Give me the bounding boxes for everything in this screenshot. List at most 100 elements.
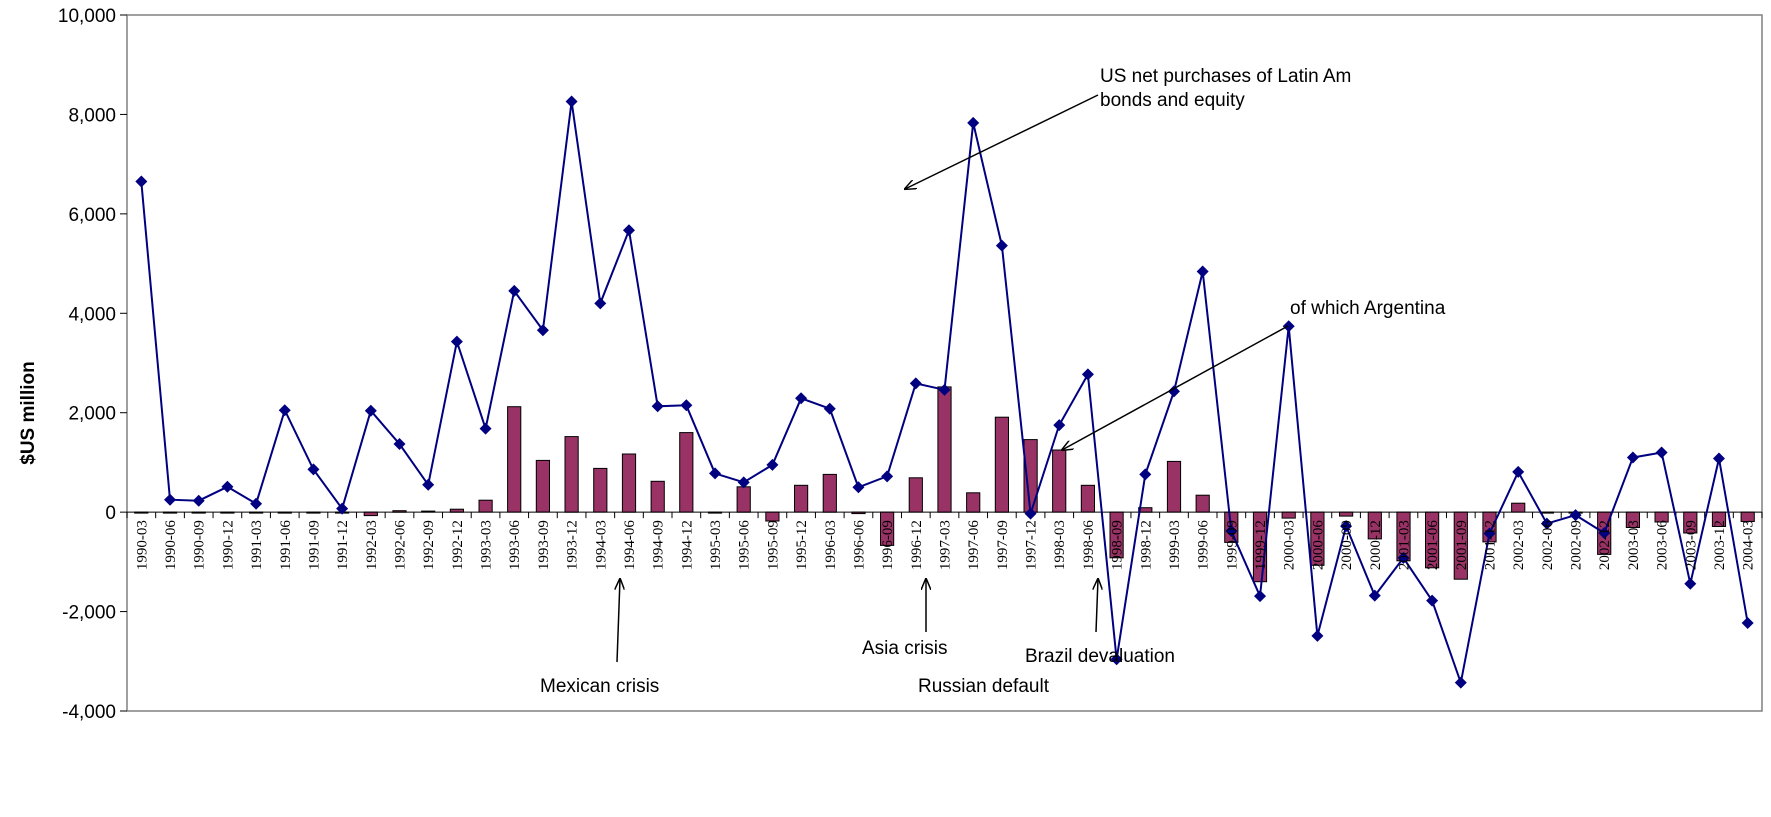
x-tick-label: 1990-09 (192, 520, 208, 570)
bar-1997-03 (937, 386, 952, 513)
bar-1996-12 (908, 477, 923, 513)
point-1991-09 (307, 463, 320, 476)
point-2002-12 (1598, 527, 1611, 540)
x-tick-label: 1991-06 (278, 520, 294, 570)
point-2002-03 (1512, 465, 1525, 478)
x-tick-label: 1994-12 (679, 520, 695, 570)
bar-1998-06 (1080, 484, 1096, 513)
x-tick-label: 1990-06 (163, 520, 179, 570)
annotation-text: bonds and equity (1100, 90, 1245, 111)
bar-2000-09 (1339, 511, 1354, 517)
bar-1996-03 (822, 473, 837, 513)
x-tick-label: 1991-12 (335, 520, 351, 570)
y-tick-label: -4,000 (62, 702, 116, 723)
x-tick-label: 1990-12 (220, 520, 236, 570)
point-1995-03 (709, 467, 722, 480)
y-tick-label: 4,000 (68, 304, 116, 325)
point-1996-03 (823, 402, 836, 415)
point-1997-03 (938, 383, 951, 396)
x-tick-label: 1998-12 (1138, 520, 1154, 570)
x-tick-label: 2000-03 (1282, 520, 1298, 570)
x-tick-label: 2001-06 (1425, 520, 1441, 570)
bar-1993-09 (535, 459, 550, 513)
x-tick-labels: 1990-03 1990-06 1990-09 1990-12 1991-03 1991-… (134, 520, 1756, 570)
x-tick-label: 1994-09 (651, 520, 667, 570)
x-tick-label: 2003-09 (1683, 520, 1699, 570)
bar-1999-06 (1195, 494, 1210, 513)
point-2001-12 (1483, 527, 1496, 540)
annotation-arrow (617, 579, 620, 663)
point-1998-12 (1139, 468, 1152, 481)
x-tick-label: 1997-06 (966, 520, 982, 570)
y-tick-label: 0 (105, 503, 116, 524)
point-2001-03 (1397, 551, 1410, 564)
bar-1993-12 (564, 436, 579, 513)
point-1997-12 (1024, 507, 1037, 520)
point-1993-09 (536, 324, 549, 337)
x-tick-label: 2002-03 (1511, 520, 1527, 570)
bar-1993-06 (507, 406, 522, 513)
bar-1993-03 (478, 499, 493, 513)
axes (120, 14, 1763, 712)
point-1994-12 (680, 399, 693, 412)
point-1998-06 (1081, 368, 1094, 381)
x-tick-label: 2001-09 (1454, 520, 1470, 570)
x-tick-label: 2000-09 (1339, 520, 1355, 570)
point-1998-09 (1110, 653, 1123, 666)
x-tick-label: 2003-06 (1655, 520, 1671, 570)
plot-frame (126, 14, 1763, 712)
point-1998-03 (1053, 419, 1066, 432)
bar-2000-03 (1281, 511, 1296, 519)
annotation-arrow (905, 94, 1099, 189)
y-tick-label: 10,000 (58, 6, 116, 27)
annotation-text: US net purchases of Latin Am (1100, 66, 1351, 87)
bar-1995-12 (794, 484, 809, 513)
bar-1997-09 (994, 416, 1009, 513)
point-1994-09 (651, 400, 664, 413)
x-tick-label: 1996-06 (851, 520, 867, 570)
point-1991-12 (336, 502, 349, 515)
x-tick-label: 1999-12 (1253, 520, 1269, 570)
x-tick-label: 1992-03 (364, 520, 380, 570)
x-tick-label: 1995-12 (794, 520, 810, 570)
point-2004-03 (1741, 617, 1754, 630)
x-tick-label: 1998-03 (1052, 520, 1068, 570)
bar-1994-12 (679, 432, 694, 513)
bar-1998-03 (1052, 449, 1067, 513)
x-tick-label: 1993-12 (565, 520, 581, 570)
point-2001-06 (1426, 594, 1439, 607)
point-1997-06 (967, 116, 980, 129)
y-tick-labels: 10,000 8,000 6,000 4,000 2,000 0 -2,000 -4,000 (58, 6, 116, 723)
point-1995-09 (766, 458, 779, 471)
y-tick-label: -2,000 (62, 603, 116, 624)
bar-1997-06 (966, 492, 981, 513)
annotations: US net purchases of Latin Am bonds and eq… (540, 66, 1446, 697)
bar-1994-03 (593, 467, 608, 513)
bar-1995-09 (765, 511, 780, 522)
x-tick-label: 1990-03 (134, 520, 150, 570)
x-tick-label: 2002-12 (1597, 520, 1613, 570)
x-tick-label: 2002-09 (1569, 520, 1585, 570)
point-2003-03 (1626, 451, 1639, 464)
x-tick-label: 1996-12 (909, 520, 925, 570)
y-tick-label: 2,000 (68, 404, 116, 425)
annotation-text: Russian default (918, 676, 1050, 697)
annotation-text: Mexican crisis (540, 676, 659, 697)
latam-purchases-line (135, 95, 1754, 689)
point-1991-03 (250, 497, 263, 510)
x-tick-label: 2002-06 (1540, 520, 1556, 570)
bar-1999-03 (1166, 460, 1182, 513)
point-1990-09 (192, 494, 205, 507)
point-1999-09 (1225, 525, 1238, 538)
argentina-bars (134, 386, 1755, 583)
point-1999-06 (1196, 265, 1209, 278)
x-tick-label: 1998-09 (1110, 520, 1126, 570)
point-1991-06 (278, 404, 291, 417)
x-tick-label: 1995-06 (737, 520, 753, 570)
point-1999-03 (1167, 385, 1180, 398)
point-1994-03 (594, 297, 607, 310)
x-tick-label: 1993-06 (507, 520, 523, 570)
point-1997-09 (995, 239, 1008, 252)
point-2000-06 (1311, 629, 1324, 642)
